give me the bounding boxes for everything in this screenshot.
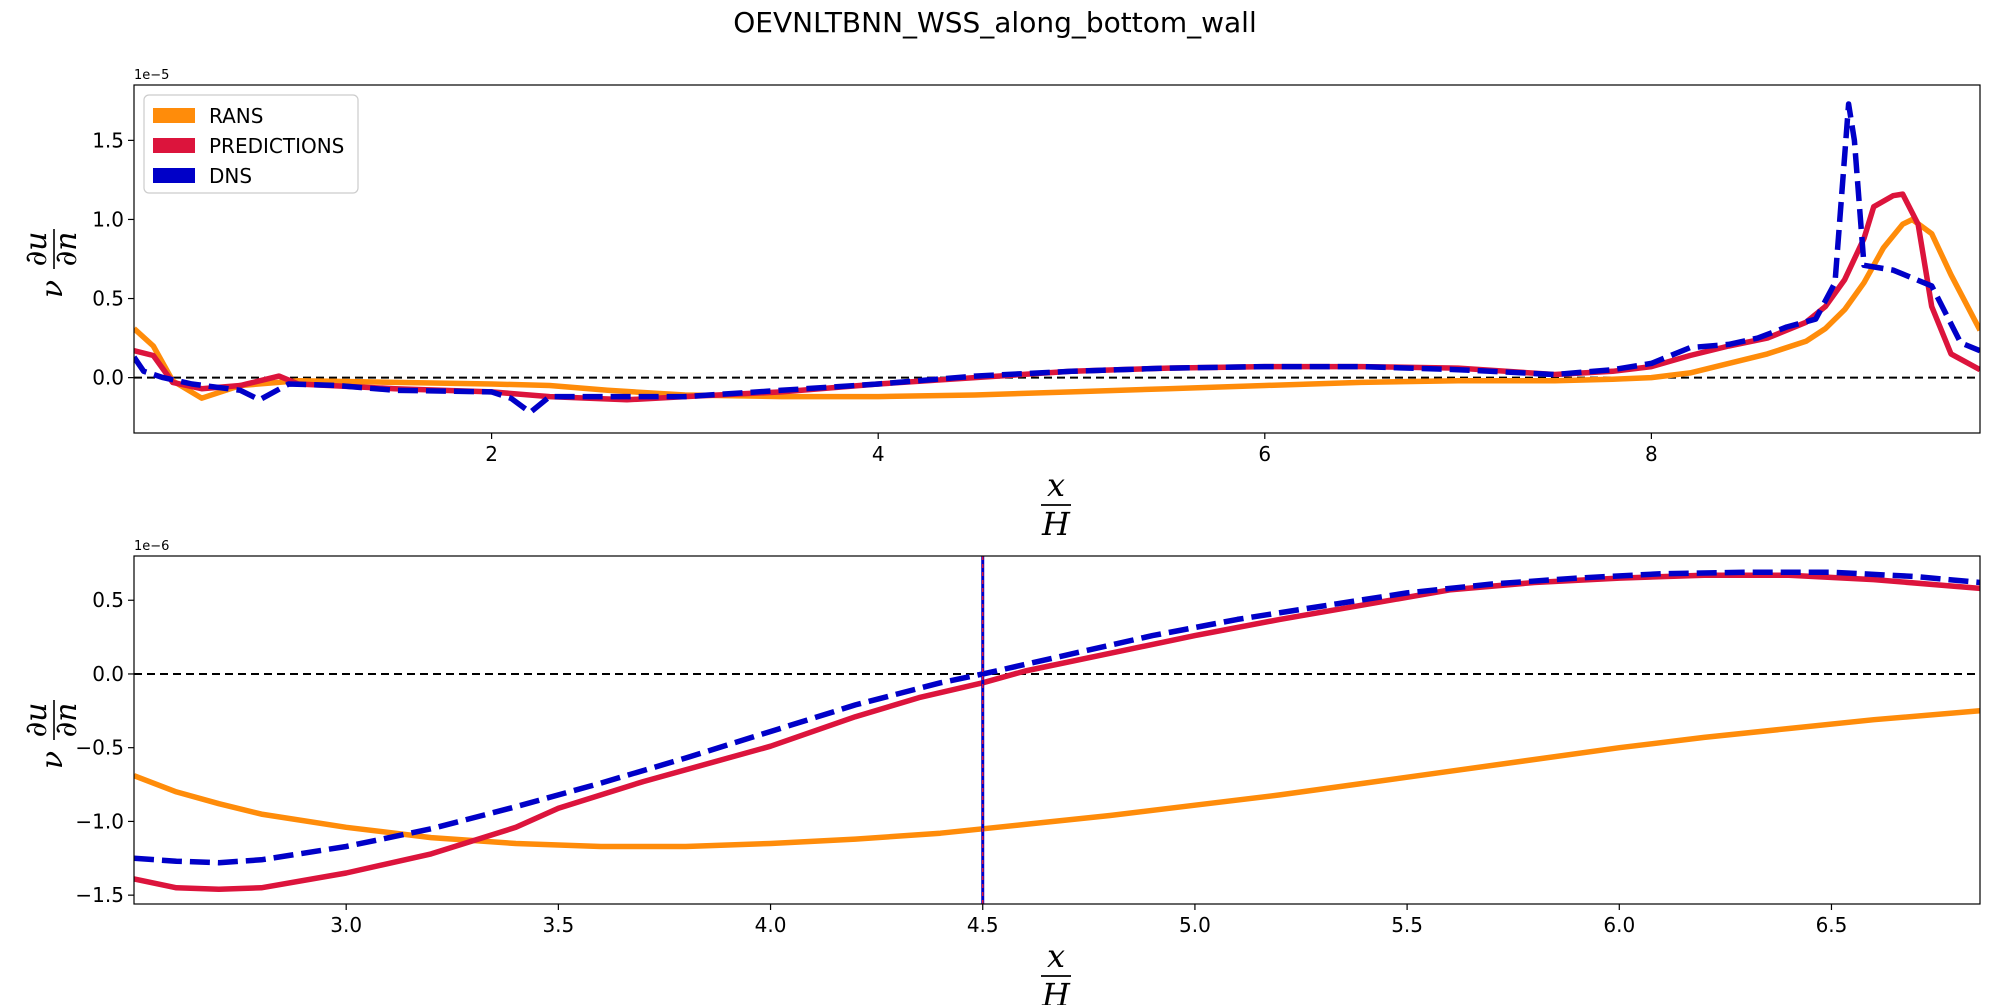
top-ylabel: ν ∂u∂n <box>19 229 84 298</box>
legend-swatch-predictions <box>153 138 195 153</box>
bottom-offset-text: 1e−6 <box>134 539 169 554</box>
legend: RANS PREDICTIONS DNS <box>143 94 359 194</box>
bottom-ylabel-denominator: ∂n <box>49 703 84 738</box>
top-xtick-label-2: 6 <box>1258 442 1271 466</box>
legend-label-dns: DNS <box>209 164 252 188</box>
figure-title: OEVNLTBNN_WSS_along_bottom_wall <box>733 6 1256 39</box>
bottom-series-predictions <box>134 572 1980 893</box>
bottom-ytick-label-2: −0.5 <box>75 736 124 760</box>
top-ytick-label-1: 0.5 <box>92 287 124 311</box>
bottom-ytick-label-4: 0.5 <box>92 588 124 612</box>
top-ylabel-numerator: ∂u <box>19 232 54 267</box>
bottom-ytick-label-0: −1.5 <box>75 883 124 907</box>
bottom-xtick-label-2: 4.0 <box>755 913 787 937</box>
bottom-ylabel-numerator: ∂u <box>19 703 54 738</box>
top-offset-text: 1e−5 <box>134 68 169 83</box>
bottom-xlabel-denominator: H <box>1041 976 1071 1005</box>
bottom-ytick-label-3: 0.0 <box>92 662 124 686</box>
bottom-xtick-label-6: 6.0 <box>1603 913 1635 937</box>
bottom-xtick-label-4: 5.0 <box>1179 913 1211 937</box>
top-xtick-label-1: 4 <box>872 442 885 466</box>
top-plot: 2 4 6 8 0.0 0.5 1.0 1.5 1e−5 ν ∂u∂n xH RANS PREDICTIO… <box>19 68 1981 543</box>
top-ytick-label-3: 1.5 <box>92 128 124 152</box>
bottom-xtick-label-1: 3.5 <box>542 913 574 937</box>
top-ylabel-denominator: ∂n <box>49 232 84 267</box>
legend-label-predictions: PREDICTIONS <box>209 134 344 158</box>
top-series-rans <box>134 216 1980 401</box>
bottom-xlabel-numerator: x <box>1047 937 1065 975</box>
bottom-axes-frame <box>133 555 1981 905</box>
bottom-ytick-label-1: −1.0 <box>75 809 124 833</box>
top-series-dns <box>134 101 1980 416</box>
top-data-area <box>134 101 1980 416</box>
bottom-xtick-label-7: 6.5 <box>1816 913 1848 937</box>
bottom-ylabel: ν ∂u∂n <box>19 700 84 769</box>
top-xlabel-numerator: x <box>1047 466 1065 504</box>
top-xlabel-denominator: H <box>1041 505 1071 543</box>
legend-swatch-rans <box>153 108 195 123</box>
bottom-xtick-label-0: 3.0 <box>330 913 362 937</box>
bottom-xtick-label-5: 5.5 <box>1391 913 1423 937</box>
bottom-series-rans <box>134 708 1980 850</box>
bottom-ylabel-base: ν <box>35 751 70 769</box>
top-ytick-label-0: 0.0 <box>92 366 124 390</box>
top-ylabel-base: ν <box>35 280 70 298</box>
top-ytick-label-2: 1.0 <box>92 207 124 231</box>
top-xlabel: xH <box>1041 466 1071 543</box>
bottom-plot: 3.0 3.5 4.0 4.5 5.0 5.5 6.0 6.5 −1.5 −1.0 −0.5 0.0 0… <box>19 539 1981 1005</box>
bottom-data-area <box>134 556 1980 904</box>
legend-label-rans: RANS <box>209 104 263 128</box>
legend-swatch-dns <box>153 168 195 183</box>
bottom-xtick-label-3: 4.5 <box>967 913 999 937</box>
top-xtick-label-0: 2 <box>485 442 498 466</box>
legend-frame <box>143 94 359 194</box>
top-axes-frame <box>133 84 1981 434</box>
top-xtick-label-3: 8 <box>1645 442 1658 466</box>
bottom-xlabel: xH <box>1041 937 1071 1005</box>
